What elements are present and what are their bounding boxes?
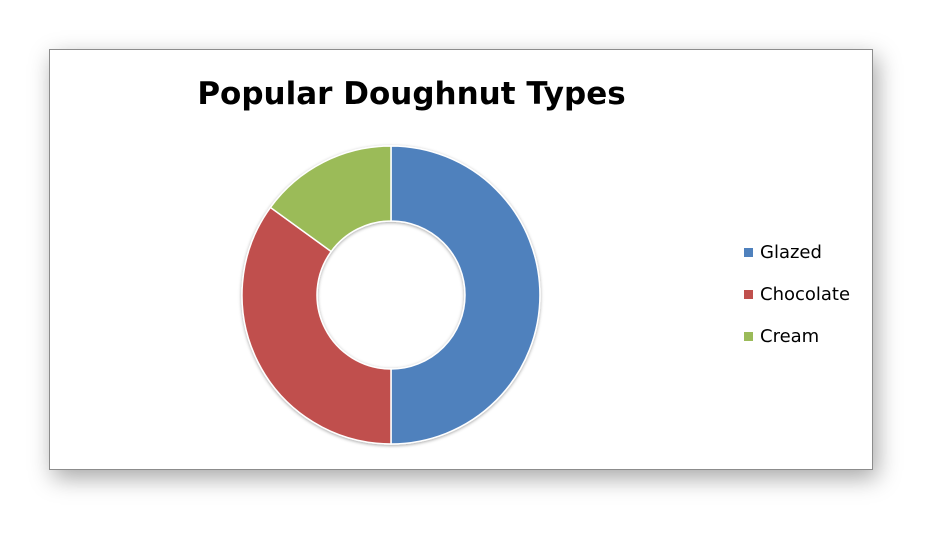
legend-item-chocolate: Chocolate	[744, 284, 850, 305]
legend: Glazed Chocolate Cream	[744, 242, 850, 368]
chart-title: Popular Doughnut Types	[197, 76, 626, 112]
slice-cream	[269, 145, 392, 253]
legend-item-glazed: Glazed	[744, 242, 850, 263]
legend-swatch	[744, 332, 753, 341]
slice-glazed	[390, 145, 541, 445]
doughnut-plot	[241, 145, 541, 445]
legend-item-cream: Cream	[744, 326, 850, 347]
legend-swatch	[744, 290, 753, 299]
legend-label: Cream	[760, 326, 820, 347]
slice-chocolate	[241, 206, 392, 445]
legend-label: Chocolate	[760, 284, 851, 305]
legend-swatch	[744, 248, 753, 257]
legend-label: Glazed	[760, 242, 822, 263]
chart-area: Popular Doughnut Types Glazed Chocolate …	[49, 49, 873, 470]
